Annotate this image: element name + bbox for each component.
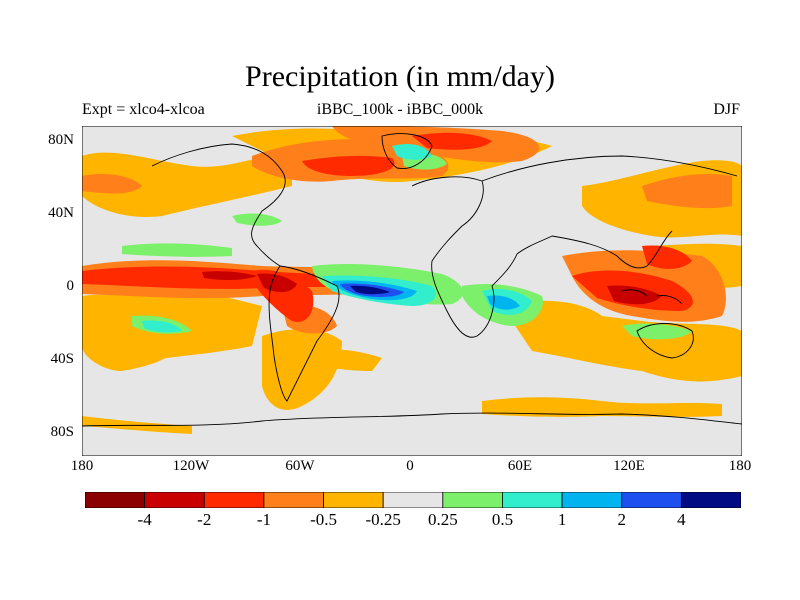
colorbar-label-4: -0.25 (365, 510, 401, 529)
colorbar-box-10 (680, 492, 741, 508)
colorbar-box-4 (323, 492, 384, 508)
colorbar-label-2: -1 (256, 510, 271, 529)
y-tick-40s: 40S (50, 351, 74, 367)
colorbar-box-0 (85, 492, 146, 508)
colorbar-box-2 (203, 492, 265, 508)
colorbar-label-7: 1 (557, 510, 567, 529)
colorbar-box-8 (561, 492, 623, 508)
colorbar (85, 492, 741, 508)
experiment-label: Expt = xlco4-xlcoa (82, 101, 205, 118)
precipitation-map (82, 126, 742, 456)
colorbar-box-9 (621, 492, 682, 508)
y-tick-80s: 80S (50, 424, 74, 440)
colorbar-label-9: 4 (677, 510, 686, 529)
colorbar-box-1 (144, 492, 205, 508)
colorbar-label-8: 2 (617, 510, 626, 529)
colorbar-box-5 (382, 492, 444, 508)
x-tick-0: 0 (406, 458, 414, 474)
y-tick-40n: 40N (48, 205, 74, 221)
comparison-label: iBBC_100k - iBBC_000k (316, 101, 484, 118)
x-tick-120e: 120E (613, 458, 645, 474)
colorbar-label-6: 0.5 (491, 510, 514, 529)
x-tick-180e: 180 (728, 458, 752, 474)
colorbar-box-6 (442, 492, 503, 508)
coastlines (82, 133, 742, 427)
x-tick-60w: 60W (285, 458, 315, 474)
figure-title: Precipitation (in mm/day) (245, 60, 555, 93)
colorbar-label-5: 0.25 (427, 510, 458, 529)
y-tick-eq: 0 (66, 278, 75, 294)
colorbar-box-3 (263, 492, 324, 508)
colorbar-label-1: -2 (197, 510, 212, 529)
colorbar-label-0: -4 (137, 510, 152, 529)
x-tick-60e: 60E (507, 458, 533, 474)
anomaly-field (82, 126, 742, 434)
y-tick-80n: 80N (48, 132, 74, 148)
colorbar-label-3: -0.5 (310, 510, 337, 529)
x-tick-180w: 180 (70, 458, 94, 474)
colorbar-box-7 (502, 492, 563, 508)
x-tick-120w: 120W (172, 458, 210, 474)
season-label: DJF (713, 101, 740, 118)
